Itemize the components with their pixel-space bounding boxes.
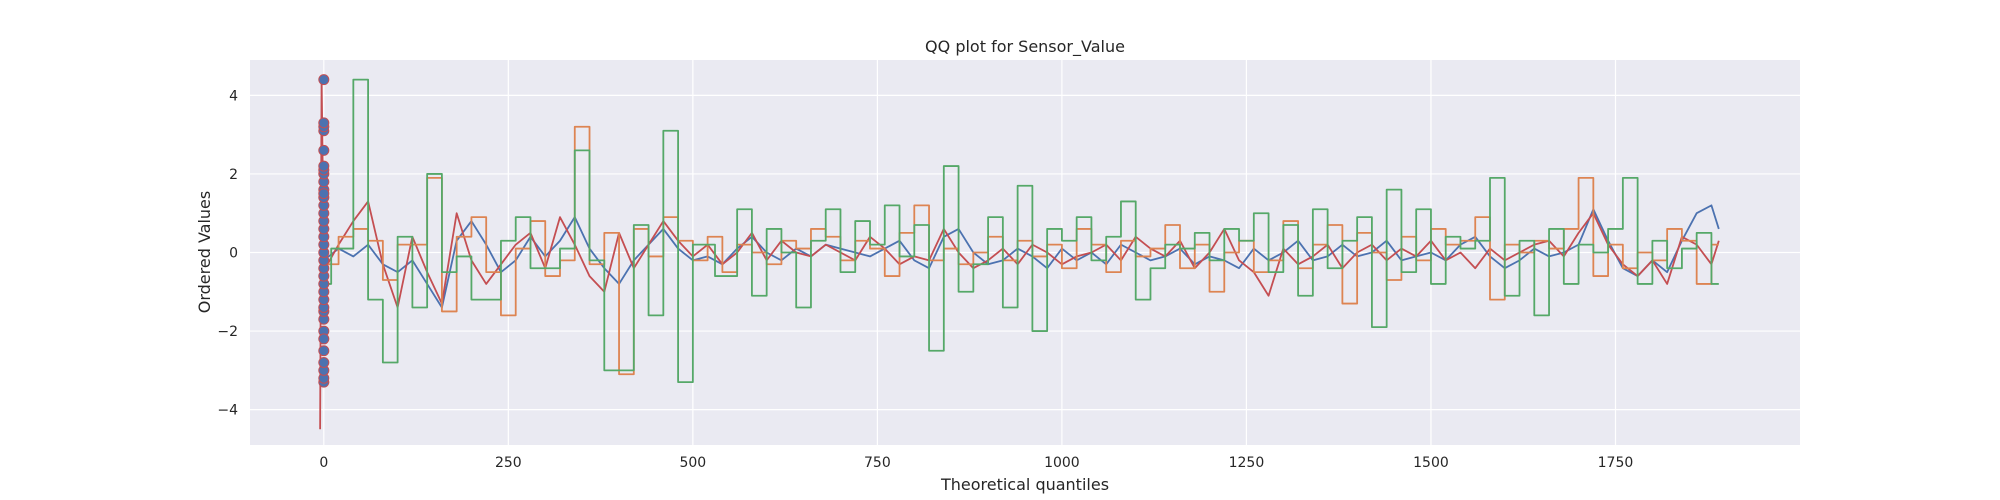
data-point bbox=[318, 117, 330, 129]
data-point bbox=[318, 357, 330, 368]
data-point bbox=[318, 74, 330, 86]
x-tick-label: 750 bbox=[864, 455, 891, 471]
y-tick-labels: −4 −2 0 2 4 bbox=[217, 88, 238, 418]
x-tick-label: 500 bbox=[679, 455, 706, 471]
y-tick-label: 2 bbox=[229, 167, 238, 183]
series-0-line bbox=[323, 204, 1720, 309]
y-tick-label: 0 bbox=[229, 246, 238, 262]
y-tick-label: −2 bbox=[217, 324, 238, 340]
series-group bbox=[318, 74, 1720, 430]
data-point bbox=[318, 345, 330, 357]
x-tick-label: 1000 bbox=[1044, 455, 1080, 471]
y-tick-label: −4 bbox=[217, 403, 238, 419]
data-point bbox=[318, 333, 330, 345]
x-tick-label: 250 bbox=[495, 455, 522, 471]
x-tick-label: 1500 bbox=[1413, 455, 1449, 471]
series-3-step bbox=[323, 78, 1719, 384]
chart-title: QQ plot for Sensor_Value bbox=[925, 37, 1125, 57]
data-point bbox=[318, 160, 330, 172]
x-tick-label: 1750 bbox=[1598, 455, 1634, 471]
y-axis-label: Ordered Values bbox=[195, 191, 214, 313]
series-4-markers bbox=[318, 74, 330, 388]
x-tick-label: 0 bbox=[319, 455, 328, 471]
data-point bbox=[318, 188, 330, 200]
x-axis-label: Theoretical quantiles bbox=[940, 475, 1109, 494]
data-point bbox=[318, 144, 330, 156]
y-tick-label: 4 bbox=[229, 88, 238, 104]
x-tick-labels: 0 250 500 750 1000 1250 1500 1750 bbox=[319, 455, 1633, 471]
x-tick-label: 1250 bbox=[1229, 455, 1265, 471]
